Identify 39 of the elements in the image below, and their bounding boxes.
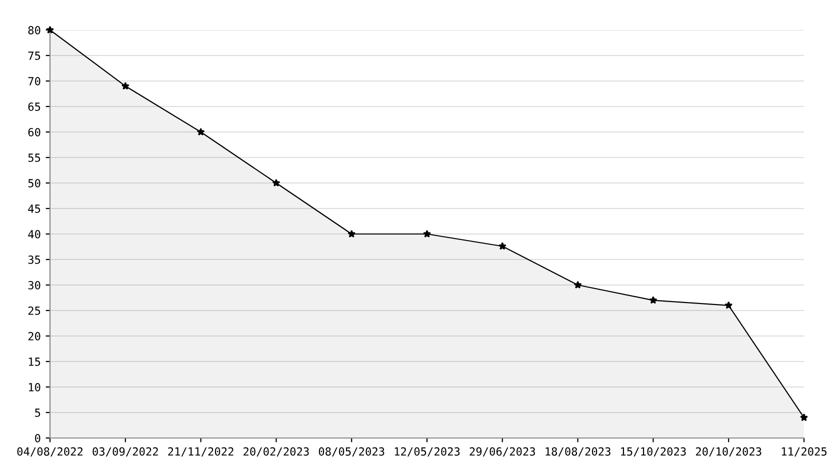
point bbox=[800, 413, 808, 422]
y-tick-label: 60 bbox=[28, 128, 40, 136]
y-tick-label: 50 bbox=[28, 179, 40, 188]
x-tick-label: 20/10/2023 bbox=[696, 447, 762, 457]
y-tick-label: 65 bbox=[28, 102, 40, 111]
y-tick-label: 25 bbox=[28, 306, 40, 315]
x-tick-label: 11/2025 bbox=[782, 447, 827, 457]
y-tick-label: 75 bbox=[28, 52, 40, 60]
x-tick-label: 12/05/2023 bbox=[394, 447, 460, 457]
point bbox=[423, 230, 431, 238]
y-tick-label: 45 bbox=[28, 204, 40, 213]
y-tick-label: 30 bbox=[28, 281, 40, 290]
point bbox=[498, 242, 506, 250]
point bbox=[649, 296, 658, 304]
point bbox=[724, 301, 733, 309]
point bbox=[348, 230, 356, 238]
x-tick-label: 03/09/2022 bbox=[92, 447, 158, 457]
y-tick-label: 35 bbox=[28, 256, 40, 264]
y-tick-label: 5 bbox=[35, 408, 40, 417]
point bbox=[121, 82, 130, 90]
y-tick-label: 40 bbox=[28, 230, 40, 238]
x-tick-label: 08/05/2023 bbox=[318, 447, 384, 457]
x-tick-label: 20/02/2023 bbox=[244, 447, 309, 457]
point bbox=[196, 128, 205, 136]
point bbox=[272, 178, 280, 187]
x-tick-label: 04/08/2022 bbox=[17, 447, 83, 457]
x-tick-label: 15/10/2023 bbox=[621, 447, 686, 457]
x-tick-label: 29/06/2023 bbox=[470, 447, 536, 457]
x-tick-label: 21/11/2022 bbox=[168, 447, 234, 457]
y-tick-label: 70 bbox=[28, 77, 40, 86]
y-tick-label: 0 bbox=[35, 434, 40, 442]
y-tick-label: 55 bbox=[28, 154, 40, 162]
point bbox=[574, 280, 582, 289]
point bbox=[46, 26, 54, 34]
y-tick-label: 15 bbox=[28, 358, 40, 366]
y-tick-label: 10 bbox=[28, 383, 40, 392]
y-tick-label: 20 bbox=[28, 332, 40, 340]
x-tick-label: 18/08/2023 bbox=[546, 447, 610, 457]
y-tick-label: 80 bbox=[28, 26, 40, 34]
